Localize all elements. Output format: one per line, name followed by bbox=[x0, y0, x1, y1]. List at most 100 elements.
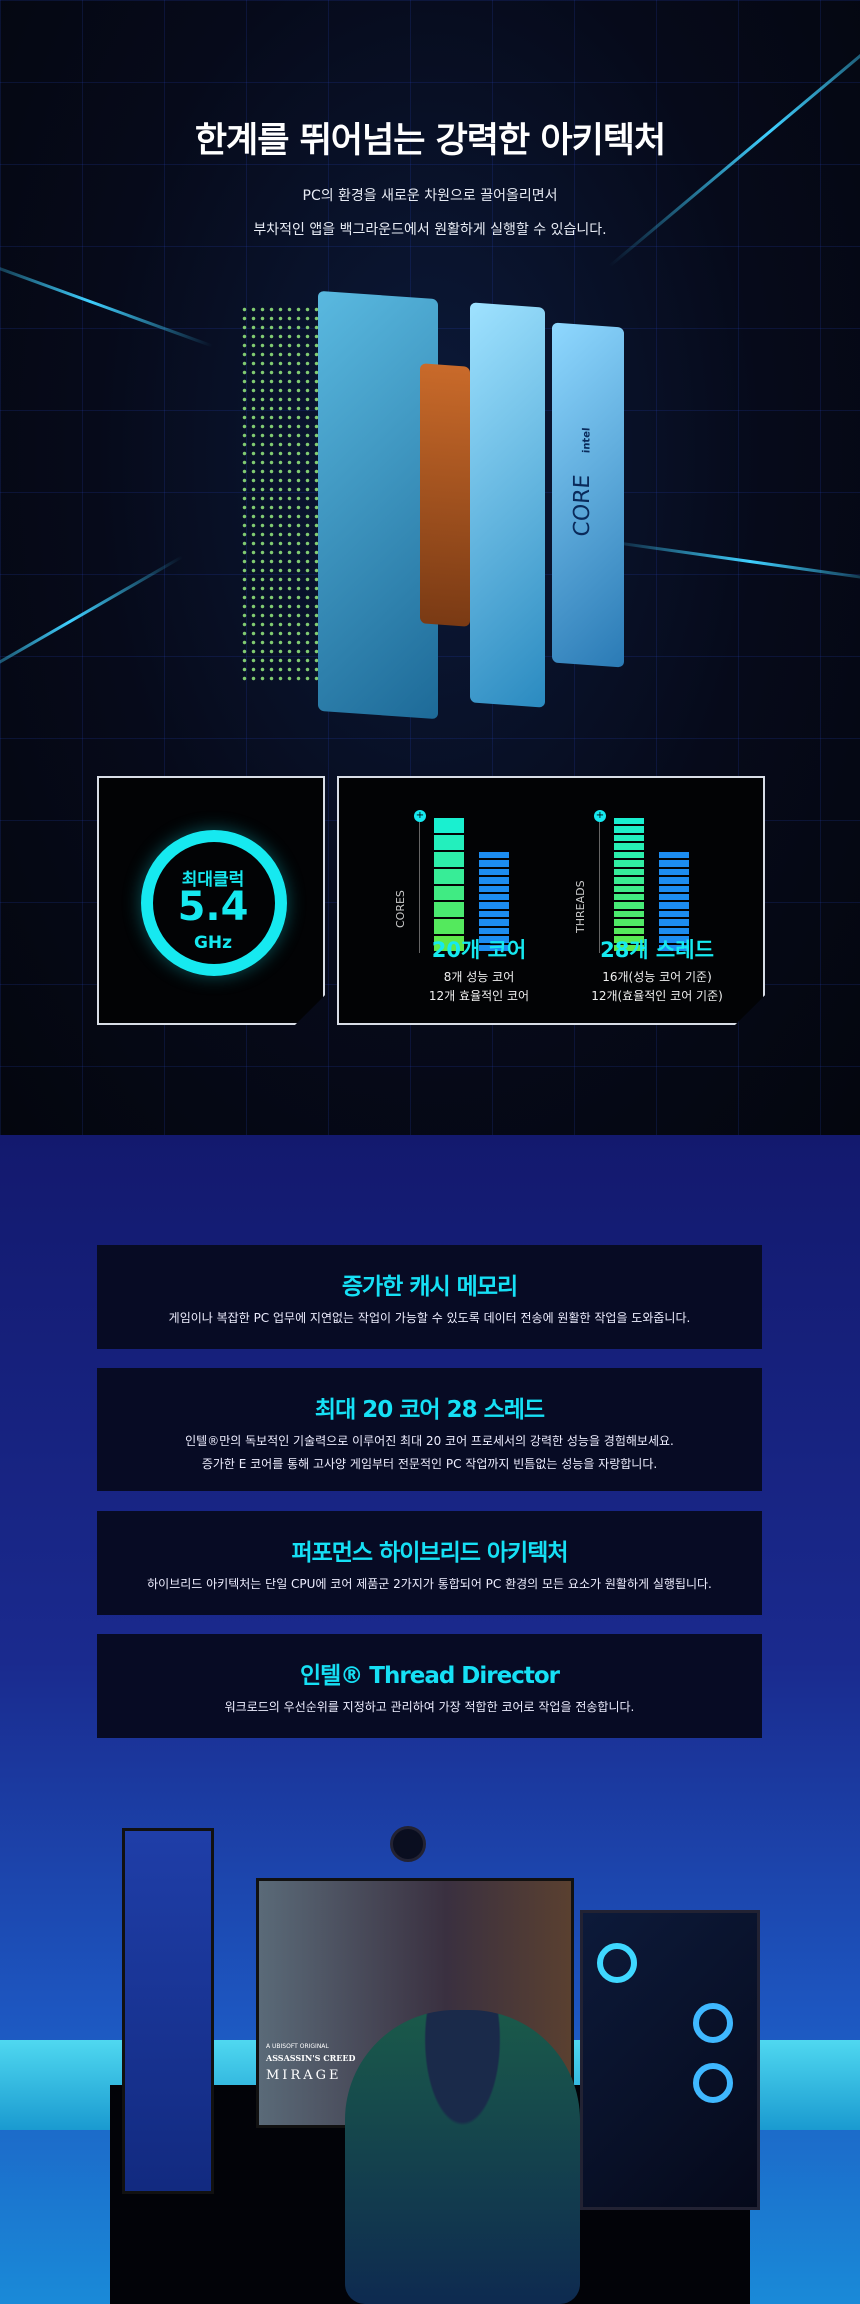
efficient-bar-segment bbox=[659, 894, 689, 900]
efficient-bar-segment bbox=[659, 945, 689, 951]
performance-bar-segment bbox=[614, 911, 644, 917]
efficient-bar-segment bbox=[659, 869, 689, 875]
feature-card-thread-director: 인텔® Thread Director 워크로드의 우선순위를 지정하고 관리하… bbox=[97, 1634, 762, 1738]
feature-title: 최대 20 코어 28 스레드 bbox=[314, 1397, 545, 1423]
cpu-heatspreader-layer bbox=[470, 302, 545, 708]
threads-bar-graphic: + bbox=[614, 818, 704, 953]
efficient-bar-segment bbox=[479, 928, 509, 934]
clock-unit: GHz bbox=[193, 933, 233, 953]
gaming-setup-illustration: A UBISOFT ORIGINAL ASSASSIN'S CREED MIRA… bbox=[0, 1760, 860, 2304]
fan-icon bbox=[693, 2063, 733, 2103]
plus-icon: + bbox=[595, 810, 605, 821]
fan-icon bbox=[693, 2003, 733, 2043]
pc-tower bbox=[580, 1910, 760, 2210]
threads-detail: 16개(성능 코어 기준) bbox=[602, 970, 712, 984]
feature-description: 워크로드의 우선순위를 지정하고 관리하여 가장 적합한 코어로 작업을 전송합… bbox=[224, 1700, 635, 1714]
efficient-bar-segment bbox=[479, 877, 509, 883]
cores-detail: 8개 성능 코어 bbox=[443, 970, 515, 984]
cores-detail: 12개 효율적인 코어 bbox=[428, 989, 530, 1003]
feature-card-cache: 증가한 캐시 메모리 게임이나 복잡한 PC 업무에 지연없는 작업이 가능할 … bbox=[97, 1245, 762, 1349]
efficient-bar-segment bbox=[659, 860, 689, 866]
efficient-bar-segment bbox=[479, 936, 509, 942]
efficient-bar-segment bbox=[659, 911, 689, 917]
axis-line bbox=[419, 822, 420, 953]
threads-title: 28개 스레드 bbox=[600, 938, 714, 962]
efficient-bar-segment bbox=[659, 852, 689, 858]
plus-icon: + bbox=[415, 810, 425, 821]
webcam bbox=[390, 1826, 426, 1862]
performance-bar-segment bbox=[614, 835, 644, 841]
feature-description: 증가한 E 코어를 통해 고사양 게임부터 전문적인 PC 작업까지 빈틈없는 … bbox=[201, 1457, 658, 1471]
efficient-bar-segment bbox=[659, 877, 689, 883]
clock-value: 5.4 bbox=[177, 884, 249, 930]
efficient-bar-segment bbox=[659, 928, 689, 934]
hero-title: 한계를 뛰어넘는 강력한 아키텍처 bbox=[194, 121, 666, 161]
efficient-bar-segment bbox=[659, 919, 689, 925]
hero-subtitle-line: PC의 환경을 새로운 차원으로 끌어올리면서 bbox=[302, 188, 558, 204]
efficient-bar-segment bbox=[479, 945, 509, 951]
performance-bar-segment bbox=[614, 826, 644, 832]
performance-bar-segment bbox=[614, 902, 644, 908]
cores-threads-panel: CORES + 20개 코어 8개 성능 코어 12개 효율적인 코어 THRE… bbox=[337, 776, 765, 1025]
performance-bar-segment bbox=[614, 936, 644, 942]
cpu-lid: intel CORE bbox=[552, 322, 624, 668]
max-clock-panel: 최대클럭 5.4 GHz bbox=[97, 776, 325, 1025]
performance-bar-segment bbox=[614, 877, 644, 883]
feature-title: 증가한 캐시 메모리 bbox=[341, 1274, 518, 1300]
efficient-bar-segment bbox=[479, 911, 509, 917]
cores-title: 20개 코어 bbox=[431, 938, 527, 962]
axis-line bbox=[599, 822, 600, 953]
efficient-bar-segment bbox=[659, 886, 689, 892]
feature-title: 인텔® Thread Director bbox=[299, 1663, 560, 1689]
performance-bar-segment bbox=[614, 852, 644, 858]
performance-bar-segment bbox=[614, 860, 644, 866]
performance-bar-segment bbox=[434, 869, 464, 884]
performance-bar-segment bbox=[434, 936, 464, 951]
efficient-bar-segment bbox=[479, 860, 509, 866]
efficient-bar-segment bbox=[479, 869, 509, 875]
cores-axis-label: CORES bbox=[394, 890, 407, 928]
feature-title: 퍼포먼스 하이브리드 아키텍처 bbox=[291, 1540, 568, 1566]
gamer-in-chair bbox=[345, 2010, 580, 2304]
performance-bar-segment bbox=[434, 886, 464, 901]
efficient-bar-segment bbox=[479, 852, 509, 858]
feature-description: 인텔®만의 독보적인 기술력으로 이루어진 최대 20 코어 프로세서의 강력한… bbox=[185, 1434, 674, 1448]
fan-icon bbox=[597, 1943, 637, 1983]
clock-label: 최대클럭 bbox=[181, 870, 245, 890]
game-title: ASSASSIN'S CREED bbox=[266, 2053, 356, 2063]
efficient-bar-segment bbox=[479, 919, 509, 925]
core-logo: CORE bbox=[570, 473, 595, 538]
performance-bar-segment bbox=[614, 928, 644, 934]
performance-bar-segment bbox=[434, 835, 464, 850]
performance-bar-segment bbox=[434, 852, 464, 867]
vertical-monitor bbox=[122, 1828, 214, 2194]
hero-section: 한계를 뛰어넘는 강력한 아키텍처 PC의 환경을 새로운 차원으로 끌어올리면… bbox=[0, 0, 860, 1135]
performance-bar-segment bbox=[434, 902, 464, 917]
threads-axis-label: THREADS bbox=[574, 880, 587, 933]
hero-subtitle-line: 부차적인 앱을 백그라운드에서 원활하게 실행할 수 있습니다. bbox=[253, 222, 607, 238]
feature-card-hybrid: 퍼포먼스 하이브리드 아키텍처 하이브리드 아키텍처는 단일 CPU에 코어 제… bbox=[97, 1511, 762, 1615]
intel-logo: intel bbox=[581, 427, 593, 454]
performance-bar-segment bbox=[614, 894, 644, 900]
performance-bar-segment bbox=[614, 919, 644, 925]
performance-bar-segment bbox=[614, 869, 644, 875]
efficient-bar-segment bbox=[479, 902, 509, 908]
cpu-exploded-illustration: intel CORE bbox=[240, 290, 630, 725]
performance-bar-segment bbox=[434, 818, 464, 833]
game-publisher: A UBISOFT ORIGINAL bbox=[266, 2043, 329, 2050]
performance-bar-segment bbox=[614, 945, 644, 951]
feature-description: 게임이나 복잡한 PC 업무에 지연없는 작업이 가능할 수 있도록 데이터 전… bbox=[168, 1311, 691, 1325]
cpu-core-layer bbox=[420, 363, 470, 627]
efficient-bar-segment bbox=[479, 886, 509, 892]
efficient-bar-segment bbox=[479, 894, 509, 900]
threads-detail: 12개(효율적인 코어 기준) bbox=[591, 989, 723, 1003]
cpu-die-layer bbox=[240, 305, 320, 685]
performance-bar-segment bbox=[614, 886, 644, 892]
efficient-bar-segment bbox=[659, 936, 689, 942]
performance-bar-segment bbox=[434, 919, 464, 934]
performance-bar-segment bbox=[614, 843, 644, 849]
game-subtitle: MIRAGE bbox=[266, 2068, 342, 2083]
feature-description: 하이브리드 아키텍처는 단일 CPU에 코어 제품군 2가지가 통합되어 PC … bbox=[147, 1577, 712, 1591]
cores-bar-graphic: + bbox=[434, 818, 524, 953]
efficient-bar-segment bbox=[659, 902, 689, 908]
